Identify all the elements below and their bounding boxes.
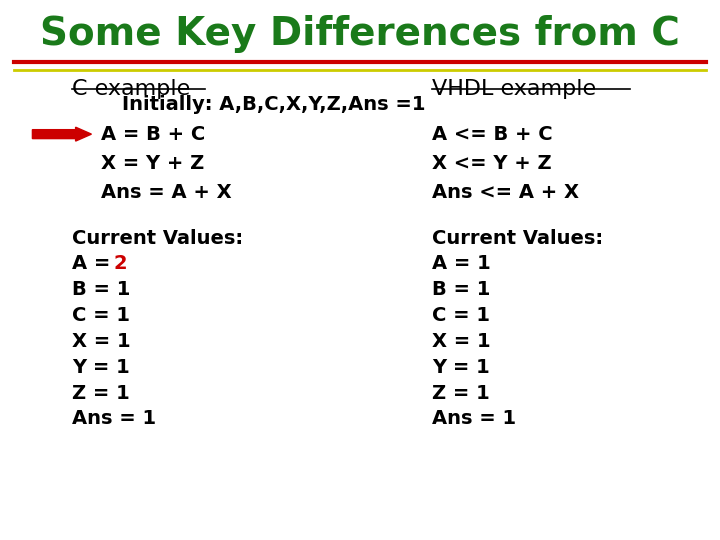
Text: Z = 1: Z = 1: [72, 383, 130, 402]
Text: A = 1: A = 1: [432, 254, 491, 273]
Text: Ans <= A + X: Ans <= A + X: [432, 183, 579, 202]
Text: C = 1: C = 1: [72, 306, 130, 325]
Text: Ans = A + X: Ans = A + X: [101, 183, 231, 202]
Text: Some Key Differences from C: Some Key Differences from C: [40, 15, 680, 53]
Text: Z = 1: Z = 1: [432, 383, 490, 402]
Text: B = 1: B = 1: [72, 280, 130, 299]
Text: Y = 1: Y = 1: [72, 357, 130, 377]
Text: Ans = 1: Ans = 1: [72, 409, 156, 428]
Text: Ans = 1: Ans = 1: [432, 409, 516, 428]
Text: X = 1: X = 1: [432, 332, 490, 351]
Text: X <= Y + Z: X <= Y + Z: [432, 154, 552, 173]
Text: 2: 2: [113, 254, 127, 273]
Text: C example: C example: [72, 79, 190, 99]
Text: C = 1: C = 1: [432, 306, 490, 325]
Text: B = 1: B = 1: [432, 280, 490, 299]
FancyArrow shape: [32, 127, 91, 141]
Text: Iowa State University
(Ames): Iowa State University (Ames): [557, 501, 706, 531]
Text: 48 - ECpE 583 (Reconfigurable Computing): Course overview: 48 - ECpE 583 (Reconfigurable Computing)…: [14, 509, 438, 523]
Text: A = B + C: A = B + C: [101, 125, 205, 144]
Text: Initially: A,B,C,X,Y,Z,Ans =1: Initially: A,B,C,X,Y,Z,Ans =1: [122, 96, 426, 114]
Text: Current Values:: Current Values:: [72, 228, 243, 247]
Text: Y = 1: Y = 1: [432, 357, 490, 377]
Text: X = Y + Z: X = Y + Z: [101, 154, 204, 173]
Text: A =: A =: [72, 254, 117, 273]
Text: X = 1: X = 1: [72, 332, 130, 351]
Text: Current Values:: Current Values:: [432, 228, 603, 247]
Text: A <= B + C: A <= B + C: [432, 125, 553, 144]
Text: VHDL example: VHDL example: [432, 79, 596, 99]
